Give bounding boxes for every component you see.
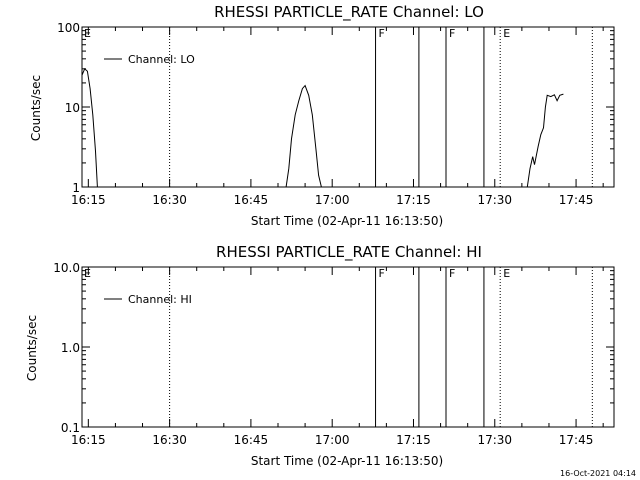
chart-title-lo: RHESSI PARTICLE_RATE Channel: LO bbox=[214, 3, 484, 22]
plot-frame-hi bbox=[81, 266, 615, 428]
panel-lo: RHESSI PARTICLE_RATE Channel: LO F F E 1 10… bbox=[29, 3, 615, 228]
legend-label-hi: Channel: HI bbox=[128, 293, 192, 306]
y-tick-label: 0.1 bbox=[61, 421, 80, 435]
y-tick-label: 100 bbox=[57, 21, 80, 35]
x-tick-label: 16:45 bbox=[234, 433, 269, 447]
y-tick-label: 10.0 bbox=[53, 261, 80, 275]
x-axis-label-hi: Start Time (02-Apr-11 16:13:50) bbox=[251, 454, 443, 468]
event-label: F bbox=[379, 27, 385, 40]
series-line bbox=[285, 84, 322, 188]
x-tick-label: 17:45 bbox=[559, 193, 594, 207]
series-lines-lo bbox=[81, 67, 564, 188]
x-ticks-hi: 16:15 16:30 16:45 17:00 17:15 17:30 17:45 bbox=[71, 267, 604, 447]
series-line bbox=[526, 93, 564, 188]
start-marker-hi: E bbox=[84, 267, 91, 280]
x-ticks-lo: 16:15 16:30 16:45 17:00 17:15 17:30 17:45 bbox=[71, 27, 604, 207]
x-tick-label: 16:30 bbox=[152, 433, 187, 447]
y-ticks-lo: 1 10 100 bbox=[57, 21, 614, 195]
legend-label-lo: Channel: LO bbox=[128, 53, 195, 66]
y-axis-label-lo: Counts/sec bbox=[29, 75, 43, 141]
start-marker-lo: E bbox=[84, 27, 91, 40]
event-label: E bbox=[503, 267, 510, 280]
footer-timestamp: 16-Oct-2021 04:14 bbox=[560, 469, 636, 478]
x-tick-label: 17:00 bbox=[315, 193, 350, 207]
x-tick-label: 16:30 bbox=[152, 193, 187, 207]
event-label: F bbox=[449, 27, 455, 40]
x-tick-label: 17:15 bbox=[396, 193, 431, 207]
x-tick-label: 16:15 bbox=[71, 433, 106, 447]
y-tick-label: 1.0 bbox=[61, 341, 80, 355]
panel-hi: RHESSI PARTICLE_RATE Channel: HI F F E 0.1… bbox=[25, 243, 615, 468]
y-axis-label-hi: Counts/sec bbox=[25, 315, 39, 381]
x-tick-label: 17:30 bbox=[477, 193, 512, 207]
x-tick-label: 16:15 bbox=[71, 193, 106, 207]
x-tick-label: 17:15 bbox=[396, 433, 431, 447]
event-label: F bbox=[379, 267, 385, 280]
event-label: F bbox=[449, 267, 455, 280]
y-tick-label: 10 bbox=[65, 101, 80, 115]
y-ticks-hi: 0.1 1.0 10.0 bbox=[53, 261, 614, 435]
x-tick-label: 17:30 bbox=[477, 433, 512, 447]
series-line bbox=[81, 67, 98, 188]
x-tick-label: 17:45 bbox=[559, 433, 594, 447]
x-axis-label-lo: Start Time (02-Apr-11 16:13:50) bbox=[251, 214, 443, 228]
x-tick-label: 17:00 bbox=[315, 433, 350, 447]
y-tick-label: 1 bbox=[72, 181, 80, 195]
x-tick-label: 16:45 bbox=[234, 193, 269, 207]
chart-title-hi: RHESSI PARTICLE_RATE Channel: HI bbox=[216, 243, 482, 262]
event-label: E bbox=[503, 27, 510, 40]
